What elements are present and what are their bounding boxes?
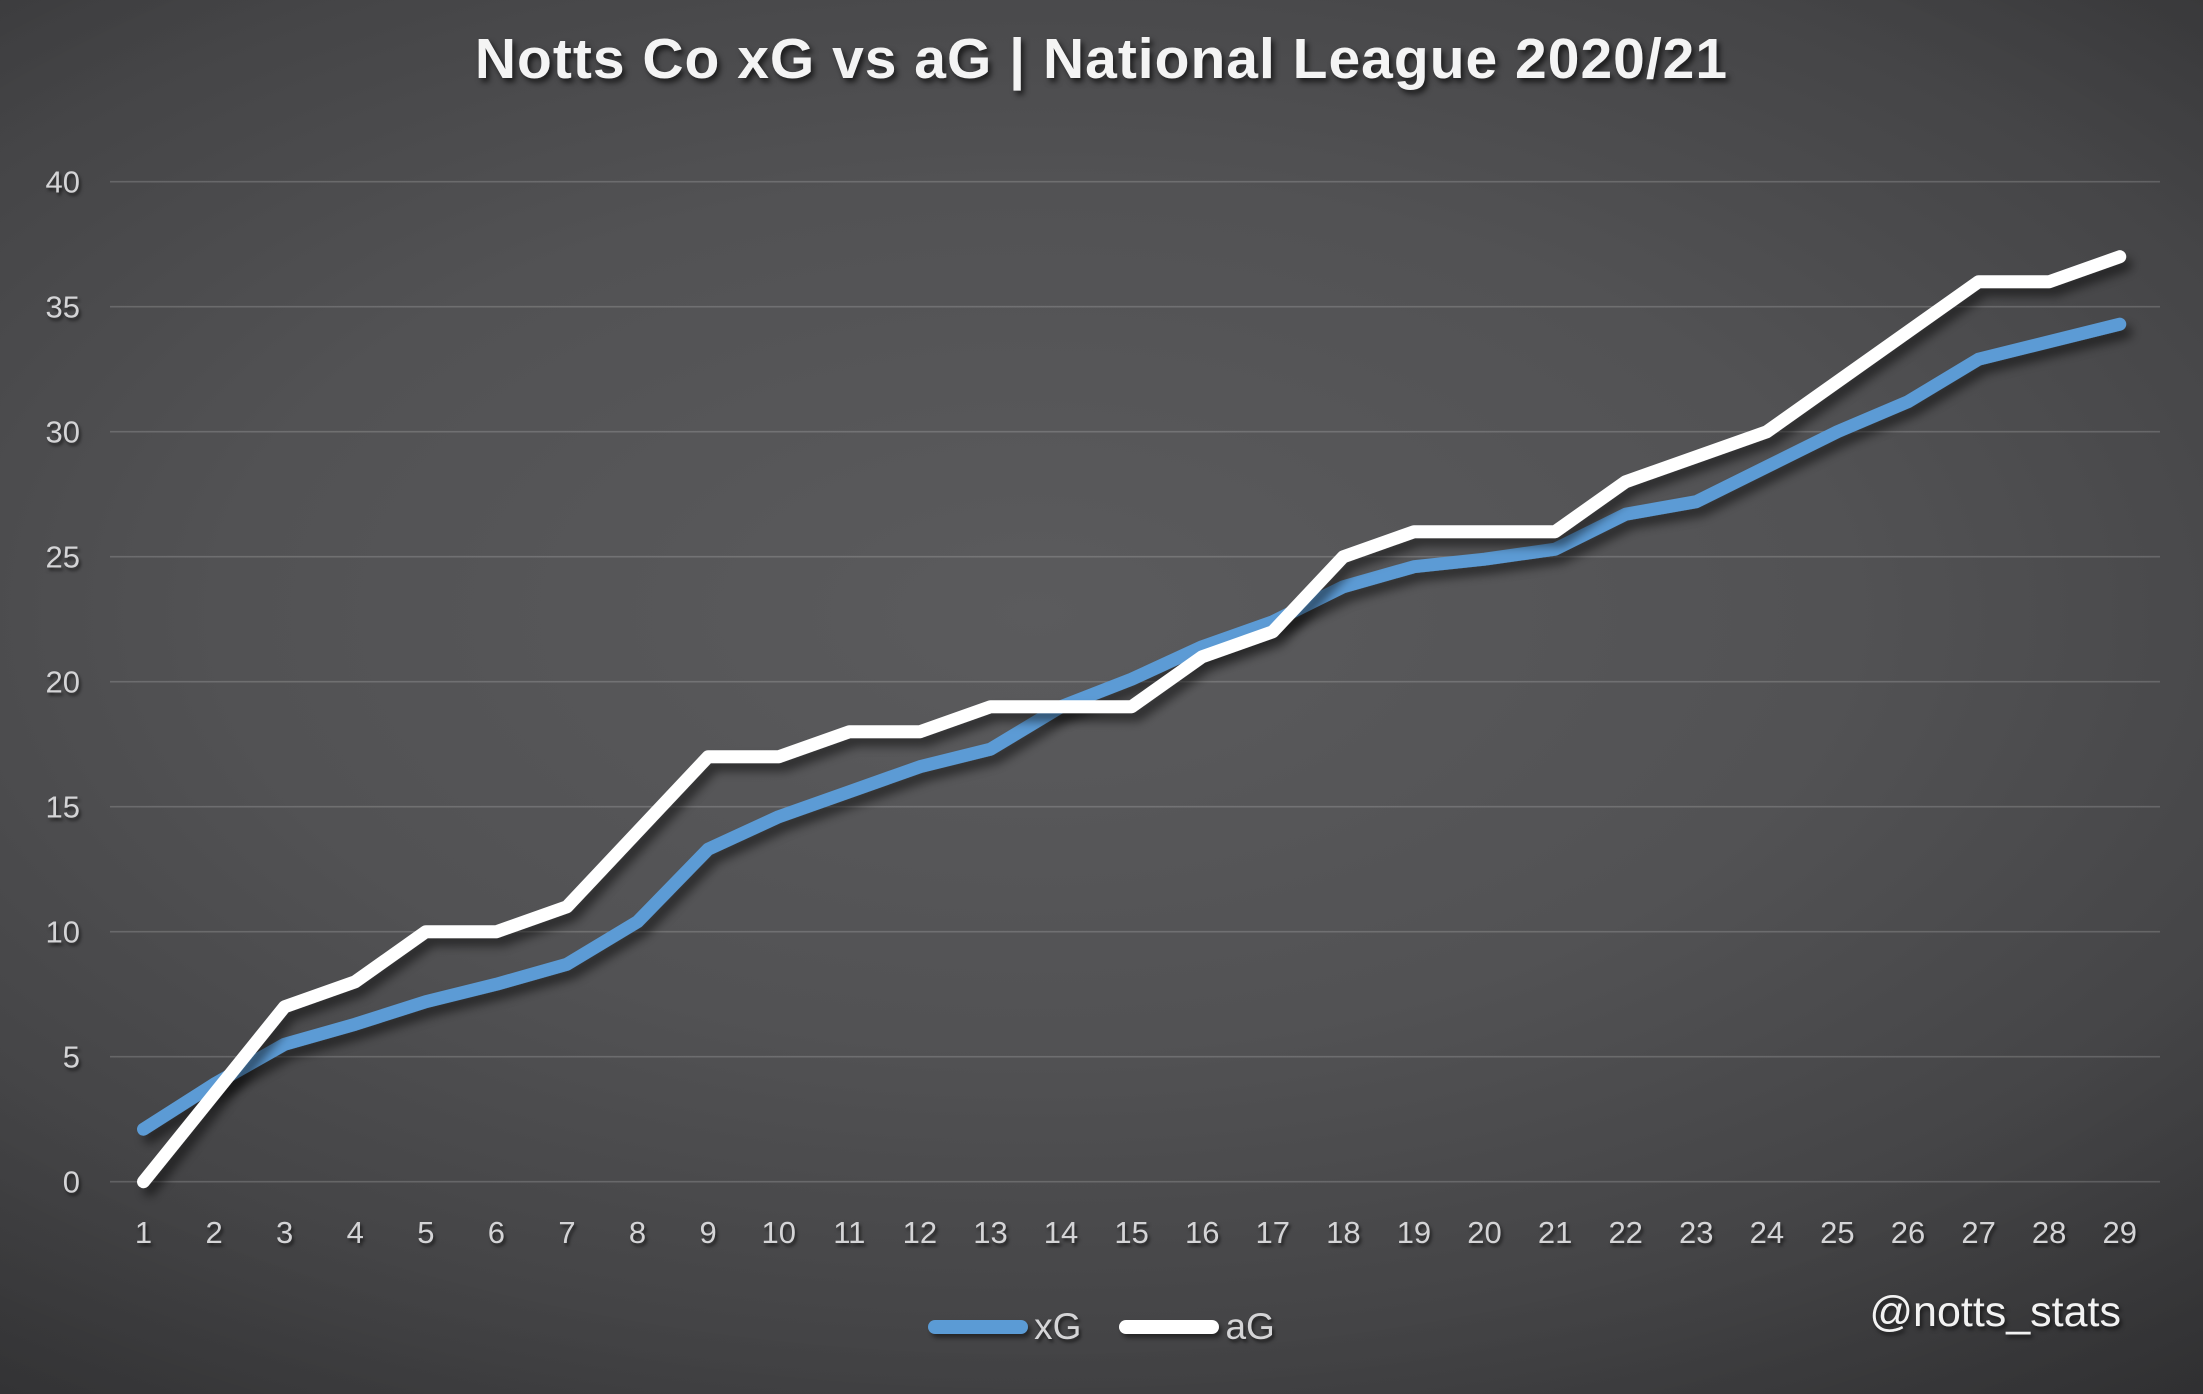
x-axis-label: 1 <box>135 1215 152 1250</box>
x-axis-label: 17 <box>1256 1215 1290 1250</box>
y-axis-label: 25 <box>46 540 80 575</box>
x-axis-label: 3 <box>276 1215 293 1250</box>
legend-item-xg: xG <box>928 1306 1081 1348</box>
y-axis-label: 35 <box>46 290 80 325</box>
x-axis-label: 2 <box>205 1215 222 1250</box>
y-axis-tick-labels: 0 5 10 15 20 25 30 35 40 <box>46 165 80 1200</box>
y-axis-label: 30 <box>46 415 80 450</box>
x-axis-label: 20 <box>1467 1215 1501 1250</box>
x-axis-label: 28 <box>2032 1215 2066 1250</box>
x-axis-label: 10 <box>761 1215 795 1250</box>
x-axis-label: 11 <box>833 1215 865 1250</box>
y-axis-label: 0 <box>63 1165 80 1200</box>
x-axis-tick-labels: 1 2 3 4 5 6 7 8 9 10 11 12 13 14 15 16 17 18 19 20 21 22 23 24 2… <box>135 1215 2137 1250</box>
x-axis-label: 29 <box>2102 1215 2136 1250</box>
legend-label-xg: xG <box>1034 1306 1082 1347</box>
y-axis-label: 40 <box>46 165 80 200</box>
x-axis-label: 8 <box>629 1215 646 1250</box>
x-axis-label: 23 <box>1679 1215 1713 1250</box>
y-axis-label: 15 <box>46 790 80 825</box>
x-axis-label: 7 <box>558 1215 575 1250</box>
legend-label-ag: aG <box>1225 1306 1275 1347</box>
x-axis-label: 14 <box>1044 1215 1078 1250</box>
x-axis-label: 12 <box>903 1215 937 1250</box>
chart-title: Notts Co xG vs aG | National League 2020… <box>474 27 1729 91</box>
x-axis-label: 21 <box>1538 1215 1572 1250</box>
y-axis-label: 20 <box>46 665 80 700</box>
x-axis-label: 6 <box>488 1215 505 1250</box>
x-axis-label: 15 <box>1114 1215 1148 1250</box>
legend-item-ag: aG <box>1119 1306 1275 1348</box>
x-axis-label: 18 <box>1326 1215 1360 1250</box>
x-axis-label: 19 <box>1397 1215 1431 1250</box>
x-axis-label: 5 <box>417 1215 434 1250</box>
legend: xG aG <box>0 1306 2203 1348</box>
ag-line <box>137 250 2127 1189</box>
x-axis-label: 25 <box>1820 1215 1854 1250</box>
x-axis-label: 24 <box>1750 1215 1784 1250</box>
y-axis-label: 10 <box>46 915 80 950</box>
x-axis-label: 13 <box>973 1215 1007 1250</box>
x-axis-label: 9 <box>700 1215 717 1250</box>
y-axis-label: 5 <box>63 1040 80 1075</box>
x-axis-label: 26 <box>1891 1215 1925 1250</box>
xg-line <box>137 317 2127 1136</box>
ag-line-swatch-icon <box>1119 1320 1220 1334</box>
x-axis-label: 4 <box>347 1215 364 1250</box>
x-axis-label: 16 <box>1185 1215 1219 1250</box>
series-lines <box>137 250 2127 1189</box>
x-axis-label: 22 <box>1608 1215 1642 1250</box>
x-axis-label: 27 <box>1961 1215 1995 1250</box>
xg-line-swatch-icon <box>928 1320 1029 1334</box>
watermark: @notts_stats <box>1869 1288 2121 1336</box>
